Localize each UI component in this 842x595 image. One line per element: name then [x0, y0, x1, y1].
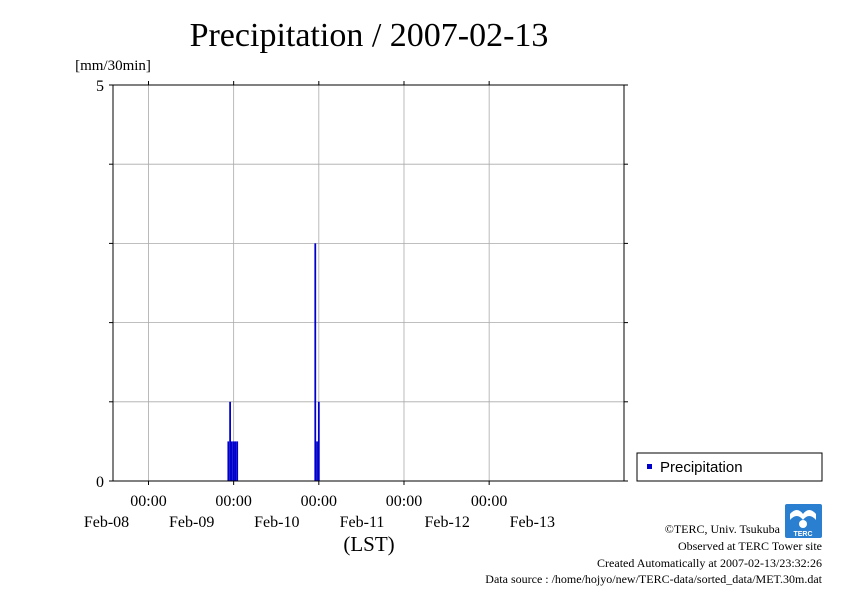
- x-date-label-extra: Feb-13: [510, 514, 555, 531]
- grid-lines: [113, 85, 624, 481]
- legend-swatch: [647, 464, 652, 469]
- precipitation-bar: [317, 401, 320, 481]
- y-axis-unit-label: [mm/30min]: [75, 58, 151, 74]
- x-tick-time-label: 00:00: [301, 493, 337, 510]
- chart-title: Precipitation / 2007-02-13: [190, 17, 549, 54]
- logo-text: TERC: [793, 531, 812, 538]
- observed-text: Observed at TERC Tower site: [678, 539, 822, 553]
- y-tick-label-top: 5: [96, 78, 104, 95]
- precipitation-bar: [232, 441, 235, 481]
- precipitation-bar: [227, 441, 230, 481]
- logo-wave: [790, 510, 816, 520]
- axis-ticks: [109, 81, 628, 485]
- x-tick-time-label: 00:00: [471, 493, 507, 510]
- x-tick-date-label: Feb-08: [84, 514, 129, 531]
- precipitation-bar: [236, 441, 239, 481]
- logo-drop: [799, 520, 807, 528]
- precipitation-bar: [314, 243, 317, 481]
- precipitation-bars: [227, 243, 320, 481]
- x-tick-date-label: Feb-12: [424, 514, 469, 531]
- precipitation-bar: [316, 441, 318, 481]
- x-tick-time-label: 00:00: [386, 493, 422, 510]
- y-tick-label-bottom: 0: [96, 474, 104, 491]
- legend-box: [636, 452, 823, 482]
- plot-frame: [112, 84, 625, 482]
- x-tick-date-label: Feb-11: [340, 514, 385, 531]
- x-tick-time-label: 00:00: [215, 493, 251, 510]
- x-tick-time-label: 00:00: [130, 493, 166, 510]
- x-tick-labels: 00:00Feb-0800:00Feb-0900:00Feb-1000:00Fe…: [84, 493, 508, 531]
- legend: Precipitation: [636, 452, 823, 482]
- precipitation-bar: [230, 441, 233, 481]
- precipitation-bar: [234, 441, 237, 481]
- legend-label: Precipitation: [660, 459, 743, 476]
- x-axis-label: (LST): [343, 532, 394, 556]
- source-text: Data source : /home/hojyo/new/TERC-data/…: [485, 572, 822, 586]
- copyright-text: ©TERC, Univ. Tsukuba: [665, 522, 781, 536]
- x-tick-date-label: Feb-10: [254, 514, 299, 531]
- terc-logo: TERC: [785, 504, 822, 538]
- x-tick-date-label: Feb-09: [169, 514, 214, 531]
- precipitation-bar: [229, 401, 231, 481]
- created-text: Created Automatically at 2007-02-13/23:3…: [597, 556, 822, 570]
